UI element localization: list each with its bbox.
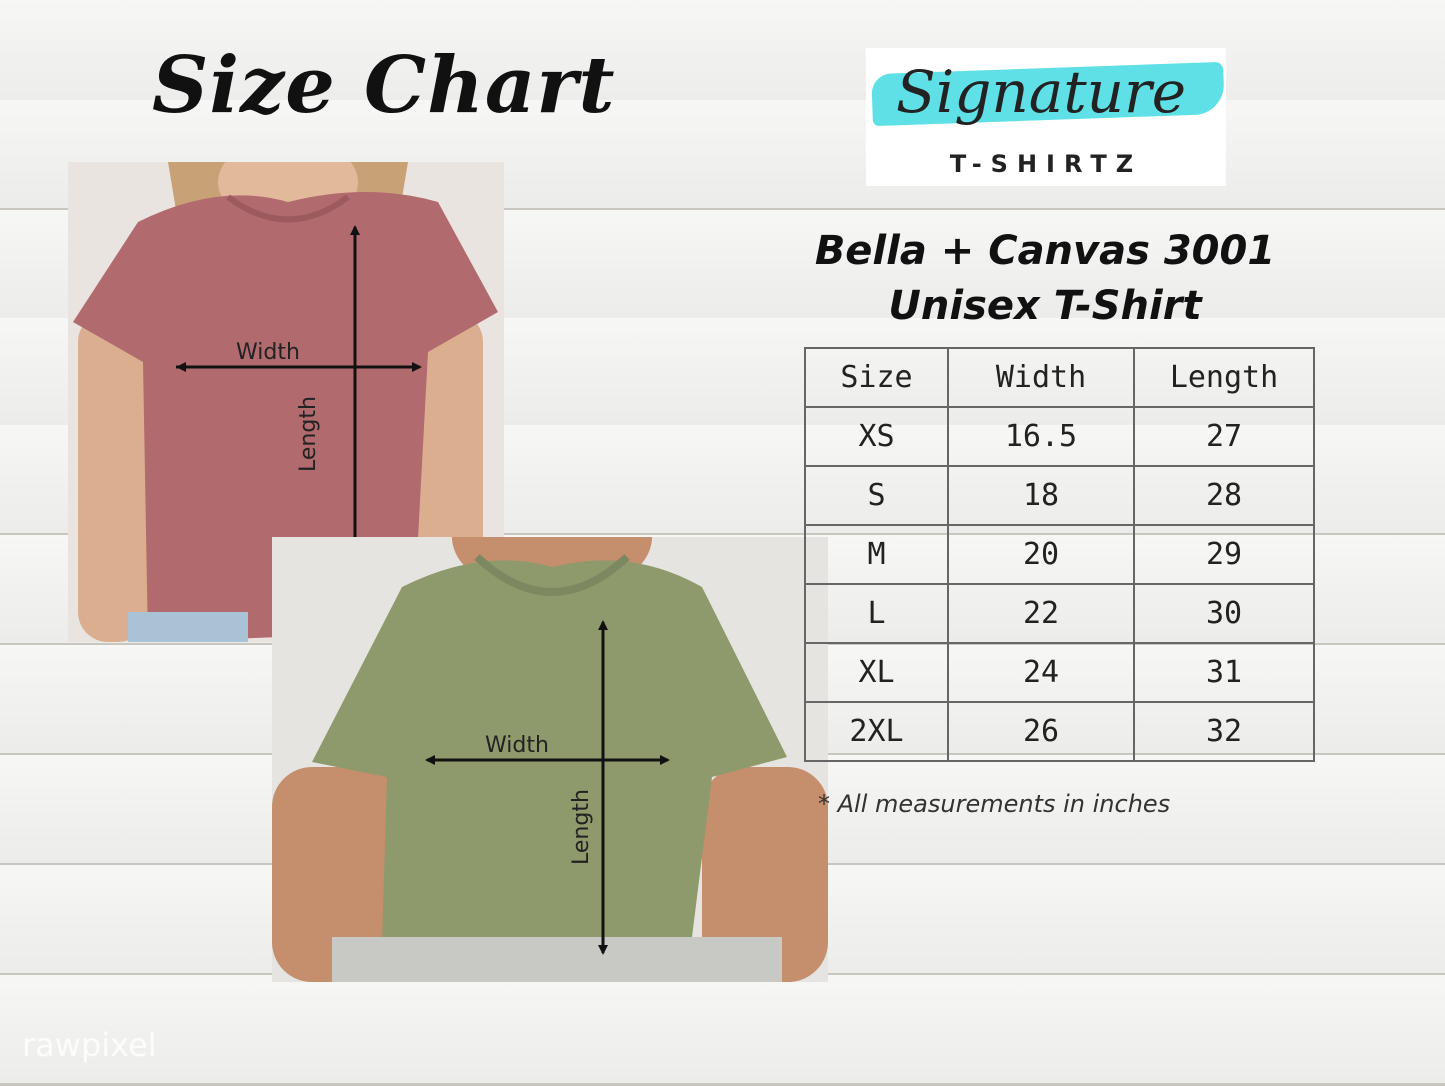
men-measure-arrows (425, 620, 670, 955)
cell-size: XS (804, 406, 949, 467)
table-row: L 22 30 (804, 583, 1315, 644)
header-size: Size (804, 347, 949, 408)
cell-width: 26 (947, 701, 1135, 762)
product-type: Unisex T-Shirt (888, 283, 1202, 329)
cell-width: 22 (947, 583, 1135, 644)
men-width-label: Width (485, 733, 549, 758)
cell-size: M (804, 524, 949, 585)
size-table: Size Width Length XS 16.5 27 S 18 28 M 20 29 L… (804, 347, 1315, 762)
logo-script: Signature (896, 58, 1187, 126)
header-width: Width (947, 347, 1135, 408)
women-length-label: Length (296, 396, 321, 472)
table-row: XL 24 31 (804, 642, 1315, 703)
cell-width: 20 (947, 524, 1135, 585)
product-name: Bella + Canvas 3001 (814, 228, 1276, 274)
cell-length: 27 (1133, 406, 1315, 467)
table-row: M 20 29 (804, 524, 1315, 585)
cell-length: 30 (1133, 583, 1315, 644)
men-length-label: Length (569, 789, 594, 865)
table-header-row: Size Width Length (804, 347, 1315, 408)
cell-length: 31 (1133, 642, 1315, 703)
cell-size: S (804, 465, 949, 526)
table-row: S 18 28 (804, 465, 1315, 526)
cell-size: L (804, 583, 949, 644)
cell-width: 18 (947, 465, 1135, 526)
women-width-label: Width (236, 340, 300, 365)
page-title: Size Chart (152, 40, 616, 131)
cell-size: XL (804, 642, 949, 703)
cell-length: 28 (1133, 465, 1315, 526)
men-shirt-photo: Width Length (272, 537, 828, 982)
measurement-note: * All measurements in inches (818, 790, 1171, 818)
cell-width: 24 (947, 642, 1135, 703)
cell-length: 29 (1133, 524, 1315, 585)
cell-size: 2XL (804, 701, 949, 762)
cell-width: 16.5 (947, 406, 1135, 467)
women-measure-arrows (176, 225, 422, 564)
table-row: 2XL 26 32 (804, 701, 1315, 762)
brand-logo: Signature T-SHIRTZ (866, 48, 1226, 186)
header-length: Length (1133, 347, 1315, 408)
logo-subtitle: T-SHIRTZ (949, 150, 1143, 178)
watermark: rawpixel (22, 1026, 157, 1064)
table-row: XS 16.5 27 (804, 406, 1315, 467)
cell-length: 32 (1133, 701, 1315, 762)
